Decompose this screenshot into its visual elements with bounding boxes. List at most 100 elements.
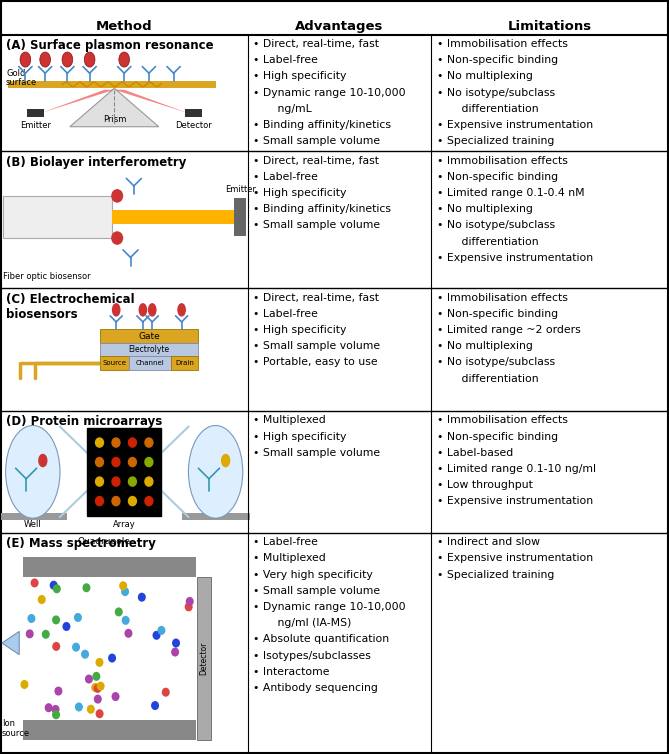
Text: • Multiplexed: • Multiplexed [253,415,326,425]
Text: differentiation: differentiation [437,374,539,384]
Text: • Label-free: • Label-free [253,538,318,547]
Text: • High specificity: • High specificity [253,325,347,335]
Circle shape [112,692,120,701]
Circle shape [119,581,127,590]
Text: • Label-free: • Label-free [253,55,318,66]
Text: • Non-specific binding: • Non-specific binding [437,431,558,442]
Circle shape [111,231,123,245]
Ellipse shape [138,303,147,317]
Text: • Non-specific binding: • Non-specific binding [437,172,558,182]
Text: Array: Array [113,520,136,529]
Text: (A) Surface plasmon resonance: (A) Surface plasmon resonance [6,39,213,52]
Text: • High specificity: • High specificity [253,72,347,81]
Text: • Portable, easy to use: • Portable, easy to use [253,357,378,367]
FancyBboxPatch shape [23,720,196,740]
Text: • Non-specific binding: • Non-specific binding [437,55,558,66]
Circle shape [138,593,146,602]
Circle shape [128,437,137,448]
Text: • Small sample volume: • Small sample volume [253,136,380,146]
Ellipse shape [62,52,73,67]
Text: (E) Mass spectrometry: (E) Mass spectrometry [6,538,156,550]
Text: • Expensive instrumentation: • Expensive instrumentation [437,553,593,563]
Circle shape [186,597,194,606]
Text: • Immobilisation effects: • Immobilisation effects [437,415,567,425]
Circle shape [94,684,102,693]
Text: • Expensive instrumentation: • Expensive instrumentation [437,253,593,263]
Text: • Binding affinity/kinetics: • Binding affinity/kinetics [253,120,391,130]
FancyBboxPatch shape [100,343,198,356]
Circle shape [157,626,165,635]
Text: • Dynamic range 10-10,000: • Dynamic range 10-10,000 [253,602,405,612]
Ellipse shape [221,454,230,467]
FancyBboxPatch shape [129,356,171,370]
Text: (B) Biolayer interferometry: (B) Biolayer interferometry [6,156,187,169]
Text: ng/ml (IA-MS): ng/ml (IA-MS) [253,618,351,628]
Text: Drain: Drain [175,360,194,366]
Text: • Immobilisation effects: • Immobilisation effects [437,156,567,166]
Text: Quadrupole: Quadrupole [78,537,131,546]
Text: • No isotype/subclass: • No isotype/subclass [437,87,555,97]
Circle shape [96,682,104,691]
FancyBboxPatch shape [3,197,112,238]
Circle shape [171,648,179,657]
Circle shape [111,437,120,448]
Circle shape [50,581,58,590]
Text: Prism: Prism [102,115,126,124]
Circle shape [52,705,60,714]
Circle shape [145,457,154,467]
FancyBboxPatch shape [8,81,215,88]
Text: Gate: Gate [138,332,160,341]
Text: Gold: Gold [6,69,25,78]
Text: surface: surface [6,78,37,87]
Text: • Specialized training: • Specialized training [437,136,554,146]
Text: Advantages: Advantages [295,20,384,32]
Text: • Label-free: • Label-free [253,172,318,182]
Text: • Expensive instrumentation: • Expensive instrumentation [437,496,593,506]
Circle shape [45,703,53,713]
Circle shape [96,710,104,719]
Circle shape [52,642,60,651]
Text: Method: Method [96,20,153,32]
Text: differentiation: differentiation [437,104,539,114]
Text: • Small sample volume: • Small sample volume [253,220,380,231]
Circle shape [111,189,123,203]
FancyBboxPatch shape [23,557,196,577]
Ellipse shape [119,52,130,67]
FancyBboxPatch shape [100,356,129,370]
Circle shape [111,496,120,507]
Polygon shape [2,631,19,654]
Circle shape [75,703,83,712]
Text: • Small sample volume: • Small sample volume [253,342,380,351]
FancyBboxPatch shape [87,428,161,516]
Text: • Small sample volume: • Small sample volume [253,448,380,458]
Circle shape [95,437,104,448]
Ellipse shape [38,454,47,467]
Text: Limitations: Limitations [508,20,592,32]
Circle shape [153,631,161,640]
Circle shape [145,496,154,507]
Circle shape [151,701,159,710]
Text: Channel: Channel [136,360,165,366]
FancyBboxPatch shape [27,109,44,118]
FancyBboxPatch shape [171,356,198,370]
Text: • Limited range 0.1-0.4 nM: • Limited range 0.1-0.4 nM [437,188,584,198]
Circle shape [145,437,154,448]
Text: differentiation: differentiation [437,237,539,247]
Circle shape [25,630,33,639]
Text: Fiber optic biosensor: Fiber optic biosensor [3,271,91,280]
Circle shape [52,615,60,624]
Ellipse shape [112,303,120,317]
Circle shape [124,629,132,638]
Text: • Indirect and slow: • Indirect and slow [437,538,540,547]
FancyBboxPatch shape [197,577,211,740]
FancyBboxPatch shape [185,109,202,118]
Circle shape [108,654,116,663]
Text: • Isotypes/subclasses: • Isotypes/subclasses [253,651,371,661]
Text: • Immobilisation effects: • Immobilisation effects [437,39,567,49]
Polygon shape [40,90,114,113]
Ellipse shape [40,52,50,67]
Text: Electrolyte: Electrolyte [128,345,169,354]
Text: ng/mL: ng/mL [253,104,312,114]
Text: Emitter: Emitter [20,121,51,130]
Text: Well: Well [24,520,41,529]
